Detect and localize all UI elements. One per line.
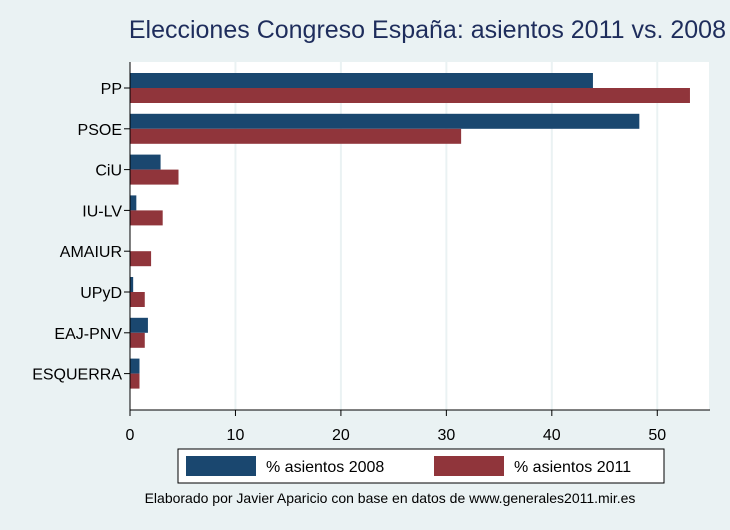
category-label: ESQUERRA bbox=[32, 367, 122, 384]
legend-swatch bbox=[186, 456, 256, 476]
bar-PSOE-0 bbox=[130, 113, 640, 129]
legend-label: % asientos 2011 bbox=[514, 459, 631, 476]
x-tick-label: 50 bbox=[648, 427, 666, 444]
chart-note: Elaborado por Javier Aparicio con base e… bbox=[144, 490, 636, 506]
category-label: IU-LV bbox=[82, 203, 122, 220]
category-label: PP bbox=[101, 81, 122, 98]
bar-ESQUERRA-0 bbox=[130, 358, 140, 374]
bar-ESQUERRA-1 bbox=[130, 373, 140, 389]
bar-PP-0 bbox=[130, 73, 593, 88]
category-label: CiU bbox=[95, 163, 122, 180]
bar-IU-LV-0 bbox=[130, 195, 137, 211]
bar-PSOE-1 bbox=[130, 128, 462, 144]
bar-PP-1 bbox=[130, 88, 690, 103]
legend-swatch bbox=[434, 456, 504, 476]
x-tick-label: 10 bbox=[227, 427, 245, 444]
bar-CiU-0 bbox=[130, 154, 161, 170]
legend bbox=[177, 448, 665, 484]
bar-AMAIUR-1 bbox=[130, 251, 152, 267]
bar-CiU-1 bbox=[130, 169, 179, 185]
x-tick-label: 40 bbox=[543, 427, 561, 444]
category-label: UPyD bbox=[80, 285, 122, 302]
x-tick-label: 20 bbox=[332, 427, 350, 444]
bar-UPyD-1 bbox=[130, 292, 145, 307]
category-label: AMAIUR bbox=[60, 244, 122, 261]
x-tick-label: 0 bbox=[126, 427, 135, 444]
x-tick-label: 30 bbox=[437, 427, 455, 444]
bar-UPyD-0 bbox=[130, 277, 134, 292]
legend-label: % asientos 2008 bbox=[266, 459, 384, 476]
bar-IU-LV-1 bbox=[130, 210, 163, 226]
chart-title: Elecciones Congreso España: asientos 201… bbox=[128, 16, 726, 44]
category-label: PSOE bbox=[78, 122, 122, 139]
bar-EAJ-PNV-1 bbox=[130, 332, 145, 348]
category-label: EAJ-PNV bbox=[54, 326, 122, 343]
bar-EAJ-PNV-0 bbox=[130, 317, 148, 333]
